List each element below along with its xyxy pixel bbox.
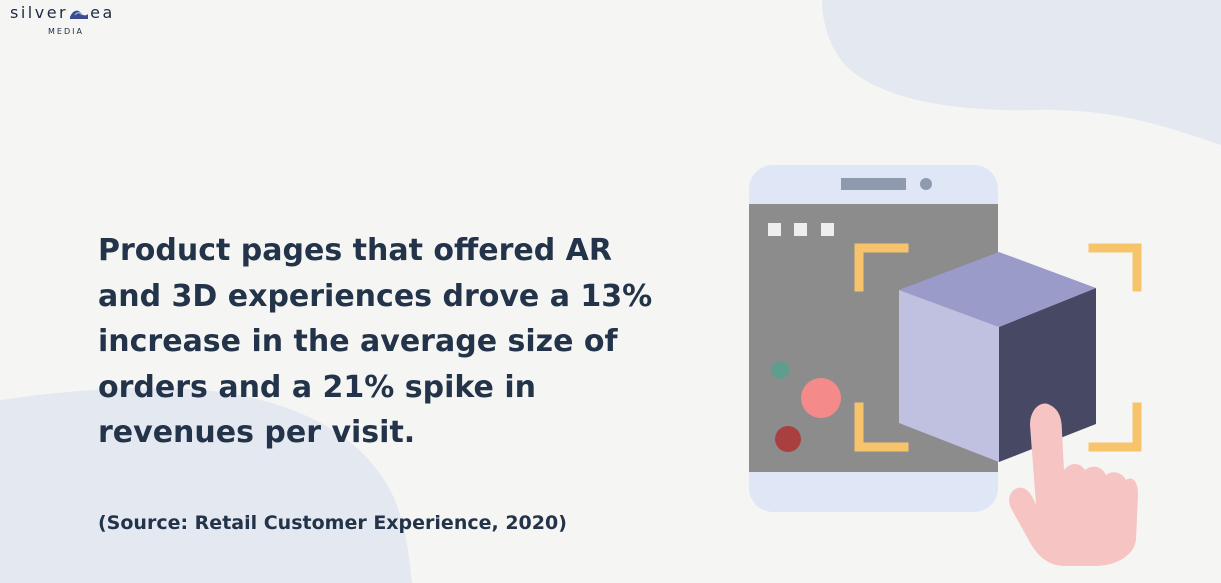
window-dots-icon xyxy=(768,223,834,236)
logo-subtext: MEDIA xyxy=(48,27,84,36)
wave-icon xyxy=(70,10,89,19)
colored-circles-icon xyxy=(771,361,841,452)
phone-ar-cube-hand-icon xyxy=(749,165,1142,566)
logo-text-left: silver xyxy=(10,3,69,22)
cube-icon xyxy=(899,252,1096,462)
ar-frame-brackets-icon xyxy=(854,243,1142,452)
brand-logo: silver ea MEDIA xyxy=(10,3,130,39)
pointing-hand-icon xyxy=(1009,403,1138,566)
source-citation: (Source: Retail Customer Experience, 202… xyxy=(98,512,567,534)
logo-text-right: ea xyxy=(90,3,115,22)
logo-wordmark: silver ea xyxy=(10,3,115,22)
headline-statistic: Product pages that offered AR and 3D exp… xyxy=(98,233,653,450)
